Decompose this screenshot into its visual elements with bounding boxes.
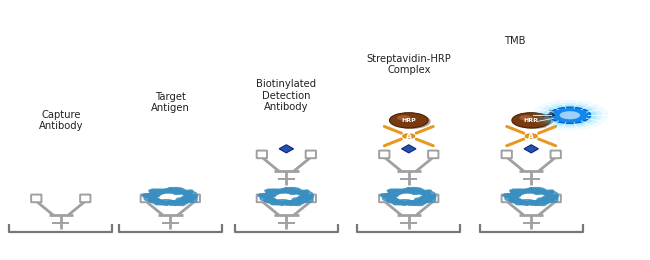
Text: A: A (406, 132, 411, 141)
FancyBboxPatch shape (502, 194, 512, 202)
Text: Capture
Antibody: Capture Antibody (38, 110, 83, 131)
Circle shape (519, 115, 533, 120)
FancyBboxPatch shape (31, 194, 42, 202)
Polygon shape (402, 145, 416, 153)
FancyBboxPatch shape (428, 194, 438, 202)
FancyBboxPatch shape (551, 151, 561, 158)
Text: Biotinylated
Detection
Antibody: Biotinylated Detection Antibody (256, 79, 317, 112)
Text: Target
Antigen: Target Antigen (151, 92, 190, 113)
FancyBboxPatch shape (379, 194, 389, 202)
Circle shape (402, 134, 415, 139)
Circle shape (538, 102, 602, 128)
FancyBboxPatch shape (257, 194, 267, 202)
Text: Streptavidin-HRP
Complex: Streptavidin-HRP Complex (367, 54, 451, 75)
Circle shape (514, 114, 553, 129)
Circle shape (397, 115, 410, 120)
Text: HRP: HRP (402, 118, 416, 123)
Circle shape (549, 107, 590, 123)
FancyBboxPatch shape (80, 194, 90, 202)
FancyBboxPatch shape (190, 194, 200, 202)
FancyBboxPatch shape (428, 151, 438, 158)
FancyBboxPatch shape (257, 151, 267, 158)
FancyBboxPatch shape (306, 194, 316, 202)
Polygon shape (524, 145, 538, 153)
Circle shape (547, 106, 592, 124)
Text: A: A (528, 132, 534, 141)
FancyBboxPatch shape (551, 194, 561, 202)
Circle shape (525, 134, 538, 139)
Polygon shape (279, 145, 294, 153)
Text: HRP: HRP (524, 118, 539, 123)
Circle shape (560, 111, 580, 119)
Circle shape (543, 105, 597, 126)
Circle shape (392, 114, 431, 129)
Circle shape (389, 113, 428, 128)
Text: TMB: TMB (504, 36, 526, 46)
FancyBboxPatch shape (306, 151, 316, 158)
FancyBboxPatch shape (140, 194, 151, 202)
FancyBboxPatch shape (379, 151, 389, 158)
Circle shape (531, 100, 608, 131)
Circle shape (512, 113, 551, 128)
FancyBboxPatch shape (502, 151, 512, 158)
